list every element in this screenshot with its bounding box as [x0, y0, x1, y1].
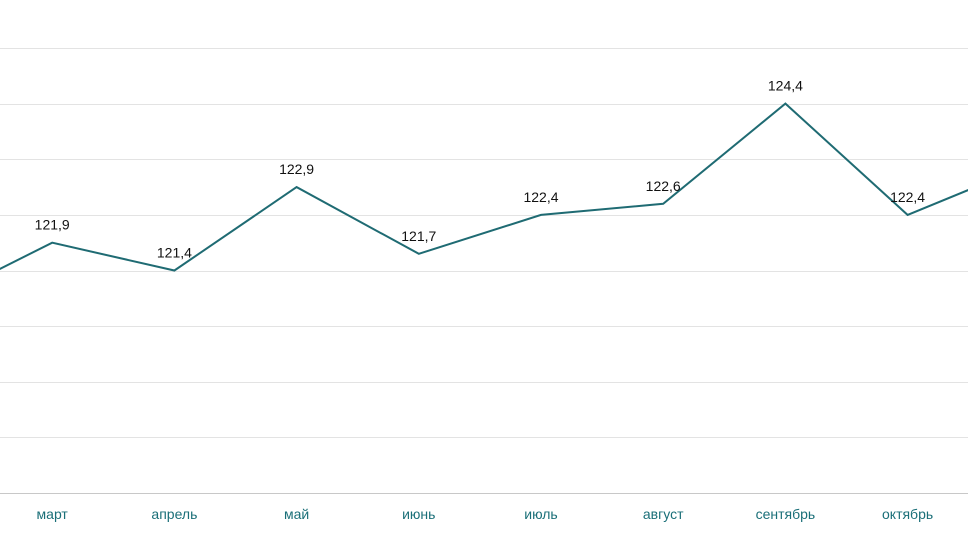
gridlines [0, 48, 968, 438]
data-label: 122,4 [523, 189, 558, 205]
data-label: 121,9 [35, 217, 70, 233]
data-label: 122,4 [890, 189, 925, 205]
data-label: 122,9 [279, 161, 314, 177]
x-tick-label: сентябрь [756, 506, 816, 522]
data-label: 121,7 [401, 228, 436, 244]
data-label: 122,6 [646, 178, 681, 194]
x-tick-label: июль [524, 506, 557, 522]
x-tick-label: август [643, 506, 684, 522]
x-tick-label: март [37, 506, 69, 522]
x-tick-label: октябрь [882, 506, 933, 522]
x-tick-label: июнь [402, 506, 435, 522]
data-labels: 121,9 121,4 122,9 121,7 122,4 122,6 124,4 122,4 [35, 78, 926, 261]
x-tick-label: апрель [151, 506, 197, 522]
x-tick-labels: март апрель май июнь июль август сентябрь октяб… [37, 506, 934, 522]
x-tick-label: май [284, 506, 309, 522]
data-label: 124,4 [768, 78, 803, 94]
data-label: 121,4 [157, 245, 192, 261]
series-line [0, 102, 968, 272]
